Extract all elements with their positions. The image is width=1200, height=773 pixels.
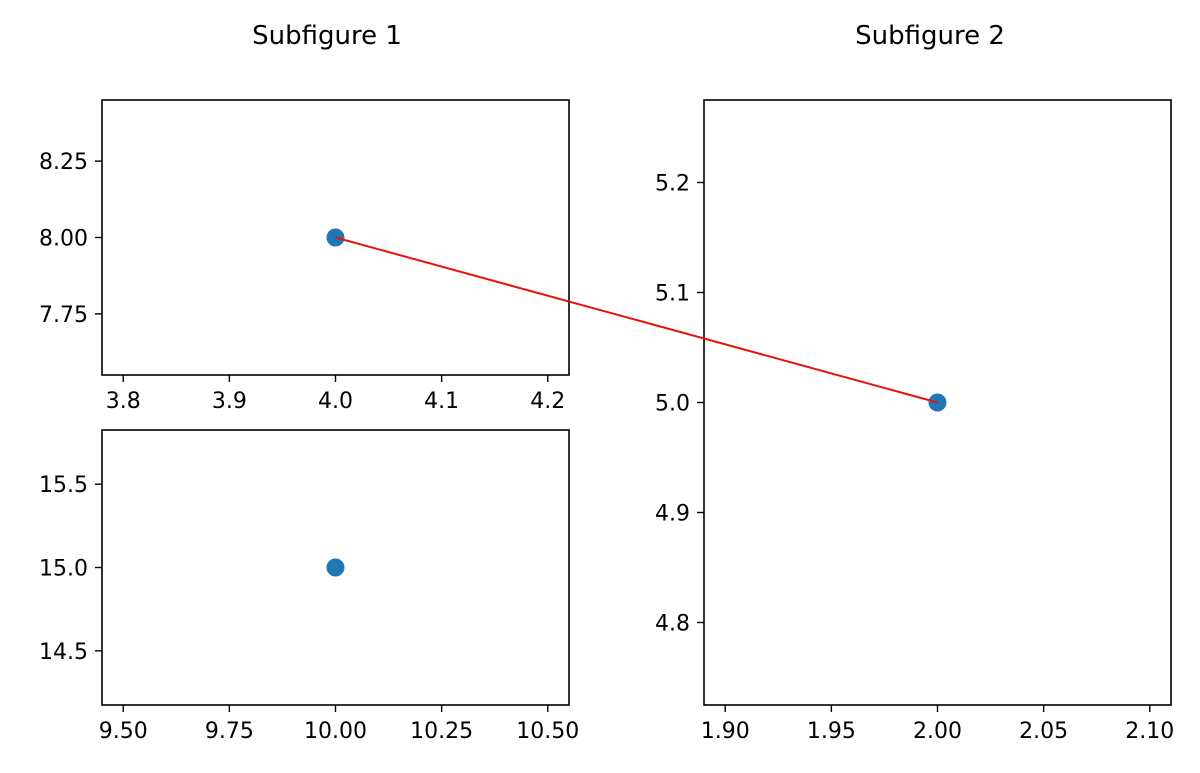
subfigure-2-title: Subfigure 2 <box>855 21 1005 51</box>
subfigure-2-xtick-label: 2.05 <box>1019 719 1068 744</box>
subfigure-2-xtick-label: 1.95 <box>807 719 856 744</box>
subfigure-1-bottom-ytick-label: 15.5 <box>39 473 88 498</box>
subfigure-1-bottom-ytick-label: 14.5 <box>39 640 88 665</box>
subfigure-1-bottom-axes: 9.50 9.75 10.00 10.25 10.50 14.5 15.0 15.5 <box>39 429 579 744</box>
subfigure-2-ytick-label: 5.2 <box>655 172 690 197</box>
subfigure-1-bottom-xtick-label: 10.00 <box>304 719 367 744</box>
subfigure-1-top-ytick-label: 8.25 <box>39 150 88 175</box>
subfigure-1-top-xtick-label: 3.9 <box>212 389 247 414</box>
subfigure-1-bottom-xtick-label: 10.25 <box>410 719 473 744</box>
subfigure-2-ytick-label: 4.9 <box>655 502 690 527</box>
subfigure-2-axes: 1.90 1.95 2.00 2.05 2.10 4.8 4.9 5.0 5.1 5.2 <box>655 99 1174 744</box>
subfigure-1-top-ytick-label: 7.75 <box>39 303 88 328</box>
subfigure-2-xtick-label: 1.90 <box>701 719 750 744</box>
overlay-layer <box>335 236 938 404</box>
subfigure-1-top-ytick-label: 8.00 <box>39 227 88 252</box>
subfigure-2-xtick-label: 2.10 <box>1125 719 1174 744</box>
subfigure-1-bottom-xtick-label: 10.50 <box>516 719 579 744</box>
subfigure-2-xtick-label: 2.00 <box>913 719 962 744</box>
subfigure-1-bottom-data-point <box>326 558 345 577</box>
axes-layer: 3.8 3.9 4.0 4.1 4.2 7.75 8.00 8.25 9.50 9.75 10.00… <box>39 99 1174 744</box>
subfigure-2-ytick-label: 5.0 <box>655 392 690 417</box>
subfigure-1-bottom-xtick-label: 9.50 <box>99 719 148 744</box>
subfigure-1-top-xtick-label: 4.0 <box>318 389 353 414</box>
subfigure-1-top-axes: 3.8 3.9 4.0 4.1 4.2 7.75 8.00 8.25 <box>39 99 570 414</box>
connector-line <box>335 236 938 404</box>
subfigure-1-title: Subfigure 1 <box>252 21 402 51</box>
subfigure-1-top-xtick-label: 4.1 <box>424 389 459 414</box>
subfigure-2-ytick-label: 5.1 <box>655 282 690 307</box>
subfigure-2-ytick-label: 4.8 <box>655 612 690 637</box>
subfigure-1-bottom-xtick-label: 9.75 <box>205 719 254 744</box>
subfigure-1-bottom-ytick-label: 15.0 <box>39 557 88 582</box>
subfigure-1-top-xtick-label: 3.8 <box>106 389 141 414</box>
subfigure-1-top-xtick-label: 4.2 <box>530 389 565 414</box>
